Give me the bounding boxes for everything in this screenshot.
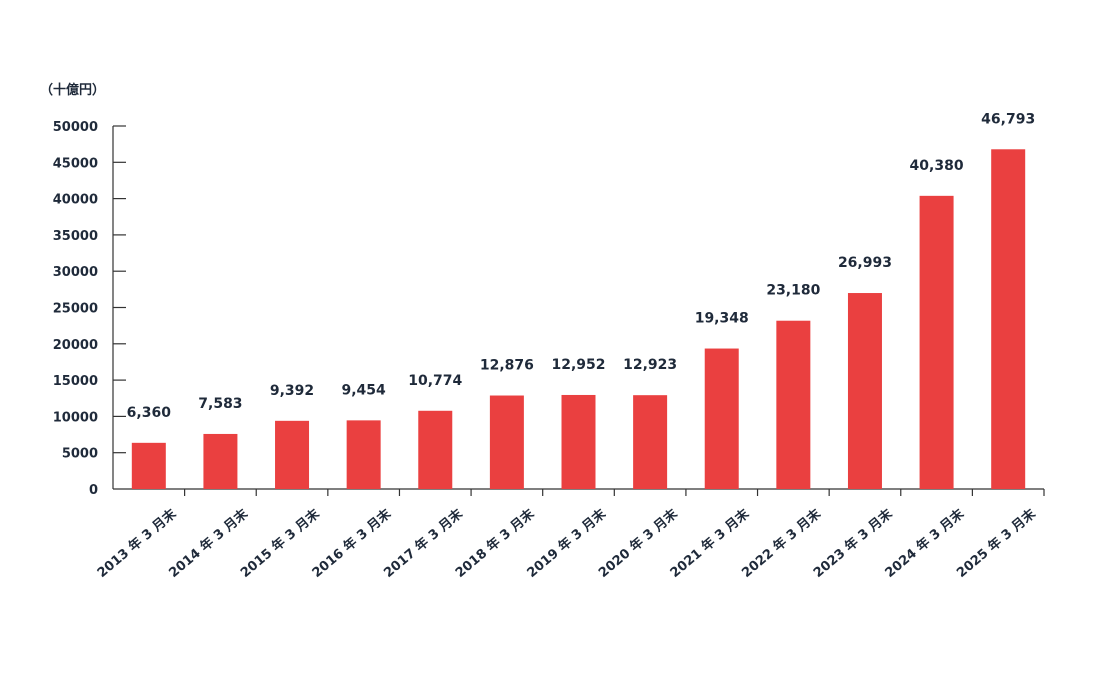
bar-value-label: 7,583 [198, 396, 242, 412]
bar [275, 420, 310, 489]
bar-value-label: 9,454 [342, 382, 387, 398]
y-tick-label: 40000 [53, 193, 98, 208]
bar [418, 410, 453, 489]
bar-value-label: 9,392 [270, 383, 314, 399]
y-tick-label: 10000 [53, 410, 98, 425]
data-labels: 6,360 7,583 9,392 9,454 10,774 12,876 12,952 12… [127, 111, 1036, 421]
bar-value-label: 46,793 [981, 111, 1035, 127]
y-tick-label: 30000 [53, 265, 98, 280]
y-tick-label: 5000 [62, 447, 98, 462]
bar [203, 433, 238, 489]
bar-value-label: 12,876 [480, 358, 534, 374]
bar [991, 149, 1026, 489]
bar-value-label: 6,360 [127, 405, 172, 421]
y-tick-label: 45000 [53, 156, 98, 171]
bar [704, 348, 739, 489]
y-tick-label: 15000 [53, 374, 98, 389]
bar [346, 420, 381, 489]
bar-value-label: 40,380 [910, 158, 964, 174]
y-tick-label: 20000 [53, 338, 98, 353]
bar [919, 195, 954, 490]
y-tick-label: 50000 [53, 120, 98, 135]
bar [489, 395, 524, 489]
bar-value-label: 23,180 [766, 283, 820, 299]
bar [633, 395, 668, 489]
bar-value-label: 19,348 [695, 311, 749, 327]
bar-series [131, 149, 1026, 490]
x-tick-label: 2025 年 3 月末 [954, 505, 1040, 581]
bar [847, 293, 882, 489]
bar [131, 442, 166, 489]
y-axis-unit-label: （十億円） [40, 82, 105, 98]
y-axis: 0 5000 10000 15000 20000 25000 30000 35000 40000… [53, 120, 126, 498]
bar-value-label: 26,993 [838, 255, 892, 271]
y-tick-label: 0 [89, 483, 98, 498]
bar [561, 394, 596, 489]
y-tick-label: 25000 [53, 302, 98, 317]
bar-value-label: 12,923 [623, 357, 677, 373]
bar-value-label: 12,952 [551, 357, 605, 373]
bar-value-label: 10,774 [408, 373, 462, 389]
y-tick-label: 35000 [53, 229, 98, 244]
bar [776, 320, 811, 489]
